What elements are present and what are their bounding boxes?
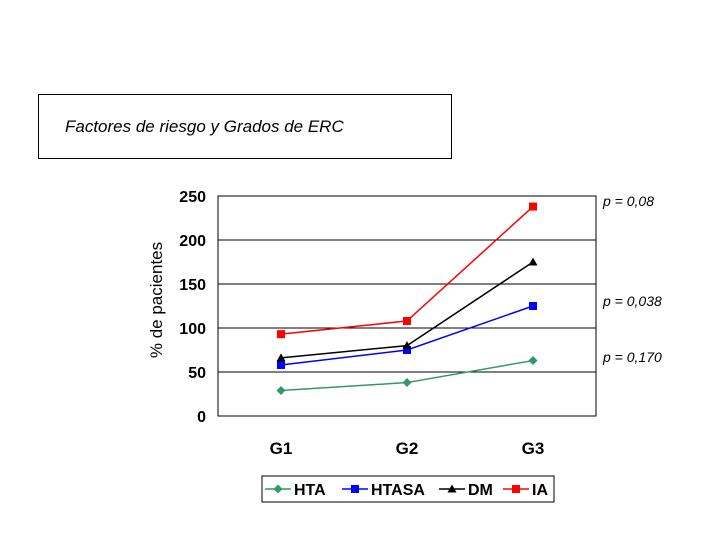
- y-tick-label: 150: [179, 277, 206, 294]
- p-value-annotation: p = 0,170: [602, 349, 662, 365]
- data-point-dm: [276, 353, 286, 362]
- data-point-ia: [277, 330, 285, 339]
- data-point-ia: [529, 202, 537, 211]
- y-tick-label: 50: [188, 365, 206, 382]
- x-tick-label: G2: [396, 439, 419, 458]
- legend-label-hta: HTA: [294, 482, 326, 499]
- data-point-hta: [276, 385, 286, 395]
- x-tick-label: G1: [270, 439, 293, 458]
- legend-marker-htasa: [351, 485, 359, 493]
- legend-label-dm: DM: [468, 482, 493, 499]
- data-point-dm: [528, 257, 538, 266]
- legend-marker-hta: [273, 484, 283, 494]
- chart-title: Factores de riesgo y Grados de ERC: [65, 117, 344, 136]
- y-tick-label: 100: [179, 321, 206, 338]
- x-tick-label: G3: [522, 439, 545, 458]
- y-tick-label: 200: [179, 233, 206, 250]
- y-axis-label: % de pacientes: [147, 242, 166, 358]
- data-point-hta: [402, 378, 412, 388]
- y-tick-label: 250: [179, 189, 206, 206]
- p-value-annotation: p = 0,038: [602, 293, 662, 309]
- data-point-hta: [528, 356, 538, 366]
- data-point-dm: [402, 341, 412, 350]
- legend-label-ia: IA: [532, 482, 548, 499]
- data-point-htasa: [277, 360, 285, 369]
- p-value-annotation: p = 0,08: [602, 193, 654, 209]
- legend-marker-ia: [512, 485, 520, 493]
- legend-marker-dm: [447, 484, 457, 493]
- data-point-htasa: [529, 302, 537, 310]
- legend-label-htasa: HTASA: [371, 482, 425, 499]
- chart-title-box: Factores de riesgo y Grados de ERC: [38, 94, 452, 159]
- data-point-htasa: [403, 346, 411, 354]
- y-tick-label: 0: [197, 409, 206, 426]
- data-point-ia: [403, 316, 411, 325]
